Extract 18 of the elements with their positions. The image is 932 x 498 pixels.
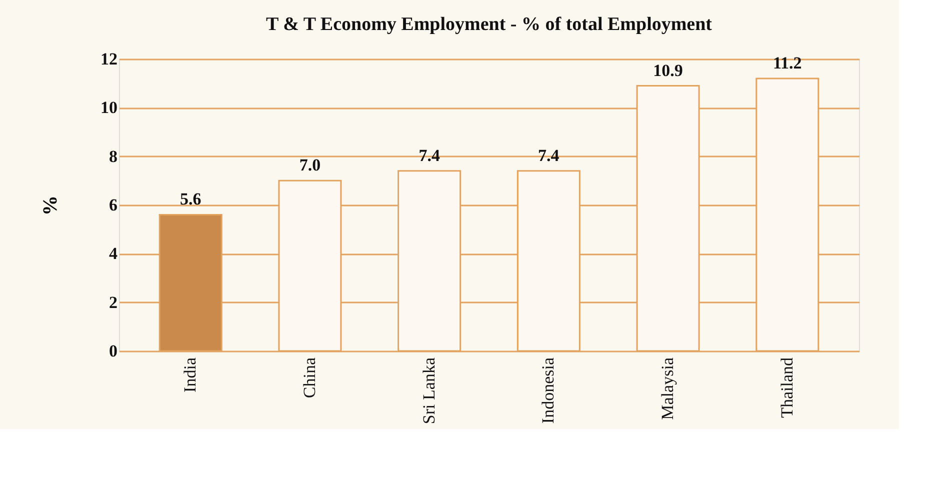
x-tick-label: Indonesia [538, 357, 558, 424]
y-tick-label: 12 [100, 50, 118, 68]
y-tick-label: 0 [109, 342, 118, 360]
data-label: 7.0 [299, 156, 321, 175]
y-tick-label: 6 [109, 196, 118, 214]
y-tick-label: 8 [109, 146, 118, 166]
x-tick-label: China [300, 357, 319, 398]
chart-title: T & T Economy Employment - % of total Employment [266, 14, 713, 35]
y-tick-label: 4 [109, 244, 118, 264]
x-tick-label: Thailand [777, 357, 796, 418]
data-label: 10.9 [653, 60, 683, 80]
x-tick-label: Sri Lanka [419, 357, 438, 424]
y-tick-label: 10 [100, 98, 118, 118]
data-label: 5.6 [180, 190, 202, 209]
x-tick-label: India [180, 357, 200, 392]
y-tick-label: 2 [109, 292, 118, 312]
y-axis-title: % [40, 196, 62, 216]
x-tick-label: Malaysia [658, 357, 678, 420]
